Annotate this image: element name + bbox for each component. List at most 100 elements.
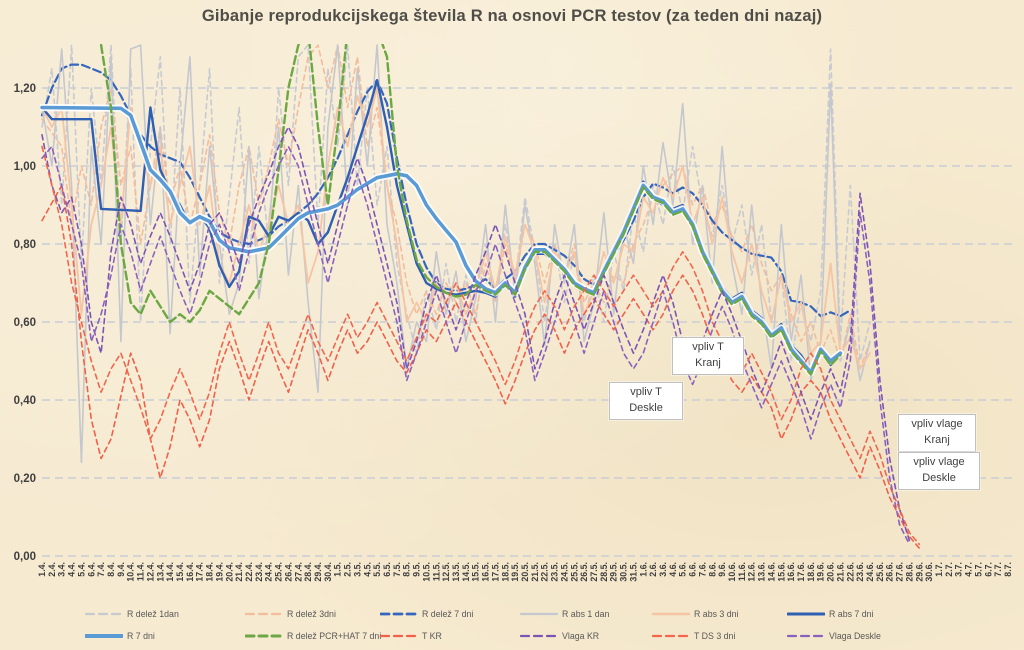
x-tick-label: 25.6.: [875, 562, 885, 582]
legend-item-r_delez_3dni: R delež 3dni: [245, 607, 336, 621]
x-tick-label: 21.5.: [530, 562, 540, 582]
x-tick-label: 6.5.: [382, 562, 392, 577]
x-tick-label: 10.5.: [421, 562, 431, 582]
x-tick-label: 11.5.: [431, 562, 441, 581]
series-r_delez_1dan: [41, 44, 871, 362]
x-tick-label: 7.7.: [993, 562, 1003, 577]
legend-swatch-r_delez_7dni: [380, 612, 418, 616]
y-tick-label: 0,40: [14, 395, 36, 407]
x-tick-label: 14.4.: [165, 562, 175, 582]
legend-item-r_delez_pcr_hat_7dni: R delež PCR+HAT 7 dni: [245, 629, 381, 643]
legend-label-t_kr: T KR: [422, 631, 442, 641]
legend-label-r_delez_7dni: R delež 7 dni: [422, 609, 474, 619]
x-tick-label: 22.5.: [540, 562, 550, 582]
legend-label-r_abs_1dan: R abs 1 dan: [562, 609, 610, 619]
series-t_kr: [41, 184, 921, 549]
legend-item-t_ds_3dni: T DS 3 dni: [652, 629, 735, 643]
x-tick-label: 30.5.: [619, 562, 629, 582]
x-tick-label: 25.4.: [274, 562, 284, 582]
x-tick-label: 10.6.: [727, 562, 737, 582]
x-tick-label: 11.4.: [136, 562, 146, 581]
series-r_delez_pcr_hat_7dni: [99, 44, 842, 376]
x-tick-label: 18.4.: [205, 562, 215, 582]
x-tick-label: 2.6.: [648, 562, 658, 577]
x-tick-label: 9.4.: [116, 562, 126, 577]
x-tick-label: 8.6.: [707, 562, 717, 577]
y-tick-label: 1,20: [14, 83, 36, 95]
x-tick-label: 5.6.: [678, 562, 688, 577]
x-tick-label: 7.6.: [697, 562, 707, 577]
x-tick-label: 16.5.: [481, 562, 491, 582]
legend-swatch-r_delez_3dni: [245, 612, 283, 616]
legend-swatch-vlaga_kr: [520, 634, 558, 638]
x-tick-label: 4.4.: [67, 562, 77, 577]
x-tick-label: 18.5.: [500, 562, 510, 582]
x-tick-label: 8.7.: [1003, 562, 1013, 577]
legend-swatch-r_abs_1dan: [520, 612, 558, 616]
x-tick-label: 29.4.: [313, 562, 323, 582]
x-tick-label: 18.6.: [806, 562, 816, 582]
legend-label-r_abs_7dni: R abs 7 dni: [829, 609, 874, 619]
legend-swatch-r_delez_1dan: [85, 612, 123, 616]
x-tick-label: 6.4.: [86, 562, 96, 577]
x-tick-label: 19.4.: [214, 562, 224, 582]
x-tick-label: 8.4.: [106, 562, 116, 577]
x-tick-label: 13.5.: [451, 562, 461, 582]
series-vlaga_kr: [41, 126, 911, 542]
legend-label-r_abs_3dni: R abs 3 dni: [694, 609, 739, 619]
series-vlaga_deskle: [41, 145, 911, 546]
series-r_delez_7dni: [40, 63, 852, 318]
x-tick-label: 27.5.: [589, 562, 599, 582]
x-tick-label: 10.4.: [126, 562, 136, 582]
legend-item-vlaga_kr: Vlaga KR: [520, 629, 599, 643]
y-tick-label: 0,60: [14, 317, 36, 329]
x-tick-label: 26.4.: [283, 562, 293, 582]
x-tick-label: 19.5.: [510, 562, 520, 582]
legend-label-t_ds_3dni: T DS 3 dni: [694, 631, 736, 641]
x-tick-label: 9.6.: [717, 562, 727, 577]
legend-item-t_kr: T KR: [380, 629, 442, 643]
x-tick-label: 22.6.: [845, 562, 855, 582]
legend-swatch-t_kr: [380, 634, 418, 638]
legend-item-r_abs_1dan: R abs 1 dan: [520, 607, 609, 621]
annotation-box: vpliv T Kranj: [672, 337, 744, 375]
x-tick-label: 6.6.: [688, 562, 698, 577]
chart-title: Gibanje reprodukcijskega števila R na os…: [201, 7, 823, 25]
x-tick-label: 17.5.: [490, 562, 500, 582]
x-tick-label: 6.7.: [983, 562, 993, 577]
legend-item-r_7dni: R 7 dni: [85, 629, 155, 643]
x-tick-label: 1.4.: [37, 562, 47, 577]
legend-label-r_7dni: R 7 dni: [127, 631, 155, 641]
annotation-box: vpliv vlage Deskle: [898, 452, 980, 490]
x-tick-label: 14.5.: [461, 562, 471, 582]
x-tick-label: 20.6.: [826, 562, 836, 582]
x-tick-label: 24.5.: [559, 562, 569, 582]
x-tick-label: 4.6.: [668, 562, 678, 577]
x-tick-label: 20.5.: [520, 562, 530, 582]
x-tick-label: 29.6.: [914, 562, 924, 582]
x-tick-label: 3.5.: [352, 562, 362, 577]
x-tick-label: 3.4.: [57, 562, 67, 577]
y-tick-label: 1,00: [14, 161, 36, 173]
x-tick-label: 15.6.: [776, 562, 786, 582]
legend-label-r_delez_3dni: R delež 3dni: [287, 609, 336, 619]
x-tick-label: 13.4.: [155, 562, 165, 582]
legend-swatch-t_ds_3dni: [652, 634, 690, 638]
legend-item-r_abs_3dni: R abs 3 dni: [652, 607, 739, 621]
x-tick-label: 21.6.: [835, 562, 845, 582]
legend-label-vlaga_kr: Vlaga KR: [562, 631, 600, 641]
x-tick-label: 23.6.: [855, 562, 865, 582]
x-tick-label: 5.4.: [76, 562, 86, 577]
legend-item-r_abs_7dni: R abs 7 dni: [787, 607, 874, 621]
series-r_abs_3dni: [41, 87, 871, 370]
x-tick-label: 16.4.: [185, 562, 195, 582]
series-r_abs_1dan: [41, 44, 871, 464]
x-tick-label: 2.4.: [47, 562, 57, 577]
x-tick-label: 28.4.: [303, 562, 313, 582]
x-tick-label: 16.6.: [786, 562, 796, 582]
x-tick-label: 28.5.: [599, 562, 609, 582]
x-tick-label: 17.4.: [195, 562, 205, 582]
legend-swatch-r_abs_7dni: [787, 612, 825, 616]
x-tick-label: 3.7.: [954, 562, 964, 577]
